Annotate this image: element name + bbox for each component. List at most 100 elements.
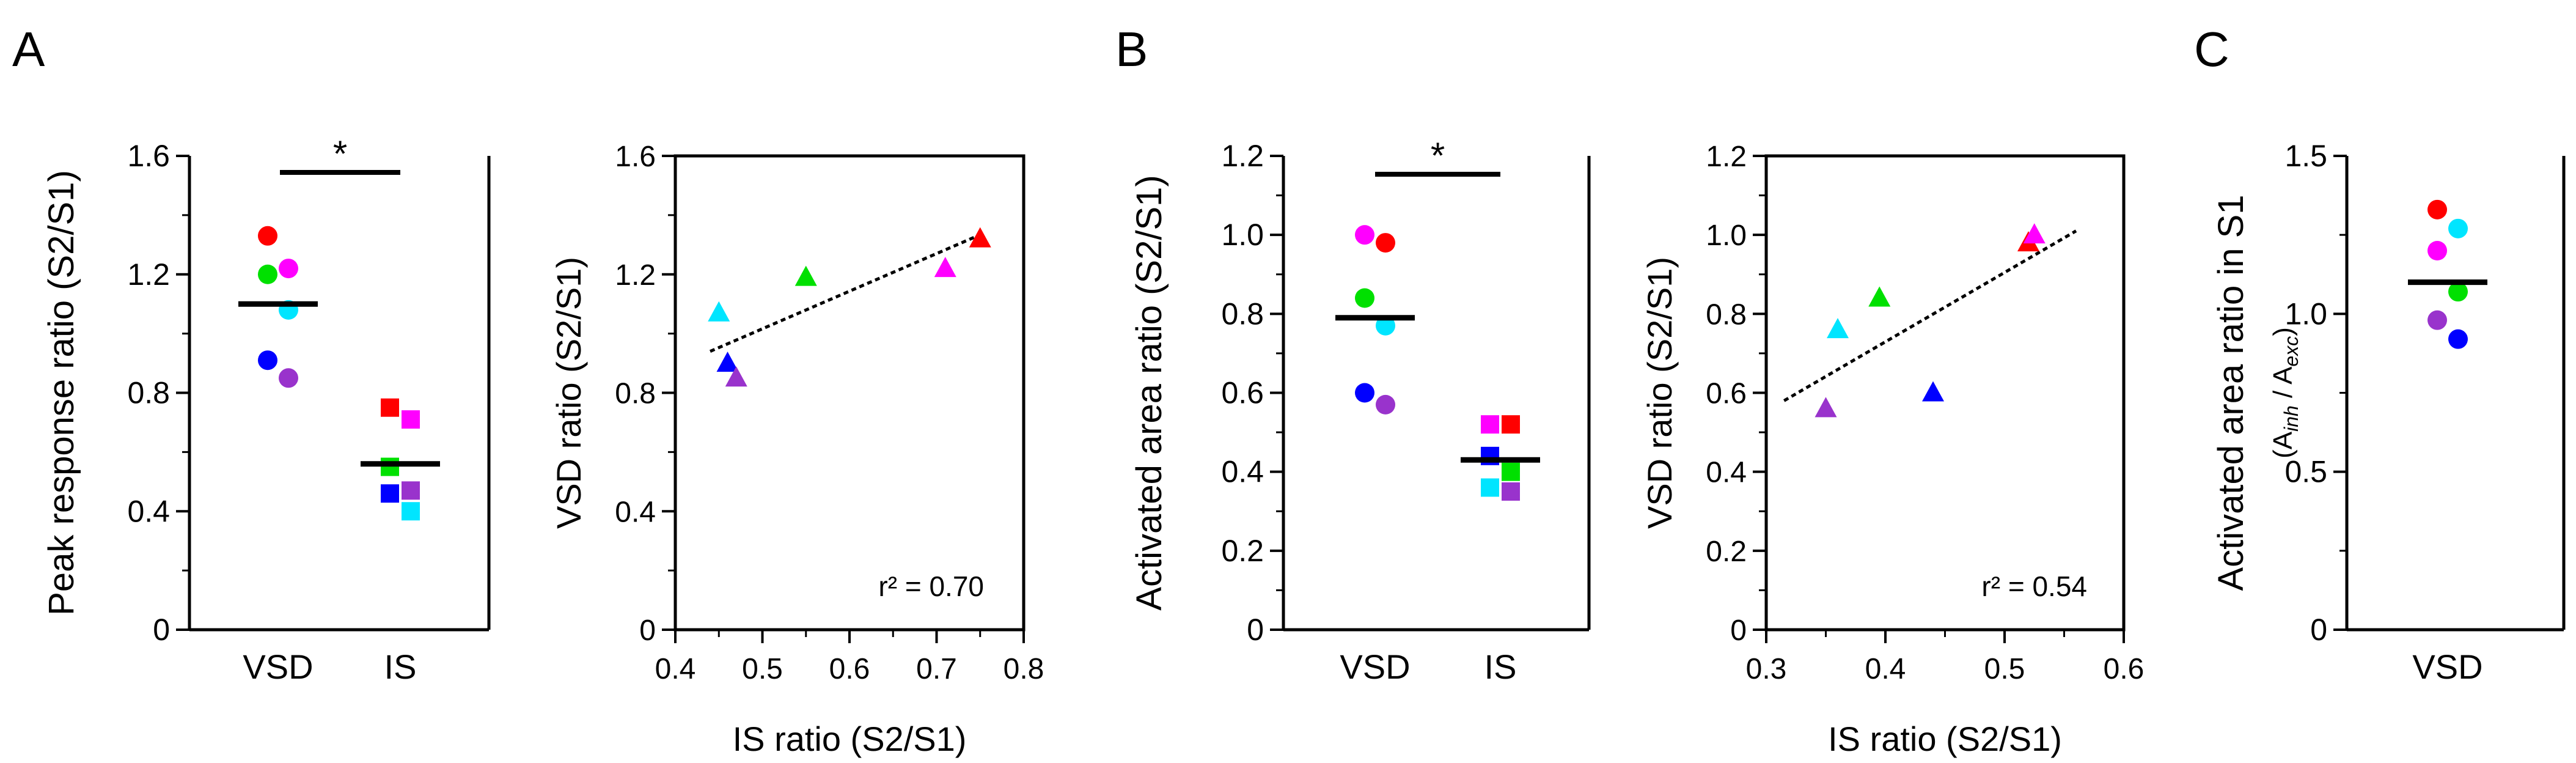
data-point-green — [2448, 282, 2468, 302]
data-point-cyan — [402, 502, 420, 521]
data-point-cyan — [1827, 318, 1849, 339]
data-point-green — [381, 457, 399, 476]
y-tick-label: 0.8 — [1221, 297, 1264, 331]
x-tick-label: 0.6 — [2104, 653, 2145, 685]
y-tick-label: 1.0 — [1706, 219, 1747, 252]
data-point-cyan — [1376, 315, 1395, 336]
significance-star: * — [1431, 135, 1445, 176]
y-tick-label: 1.2 — [127, 257, 170, 292]
significance-star: * — [333, 133, 347, 174]
y-tick-label: 0.4 — [127, 494, 170, 528]
y-tick-label: 0.4 — [615, 496, 656, 528]
fit-line — [1783, 229, 2077, 402]
data-point-blue — [2448, 329, 2468, 349]
x-axis-label: IS ratio (S2/S1) — [733, 720, 967, 758]
y-tick-label: 0 — [153, 613, 170, 647]
data-point-blue — [716, 352, 739, 372]
data-point-magenta — [2023, 223, 2046, 244]
data-point-green — [1868, 286, 1891, 307]
data-point-red — [969, 227, 991, 248]
x-tick-label: 0.6 — [829, 653, 870, 685]
y-axis-label: Activated area ratio in S1 — [2211, 194, 2251, 591]
chart-c-activated-area-s1: 0 0.5 1.0 1.5 VSD Activated area ratio in S1 (… — [2211, 139, 2566, 686]
data-point-green — [794, 265, 817, 286]
y-tick-label: 0.2 — [1221, 534, 1264, 568]
data-point-magenta — [934, 257, 956, 278]
x-tick-label: 0.4 — [1865, 653, 1906, 685]
data-point-cyan — [1481, 478, 1499, 497]
panel-label-b: B — [1115, 22, 1148, 76]
y-tick-label: 1.0 — [1221, 218, 1264, 252]
r-squared-annotation: r² = 0.54 — [1981, 570, 2087, 602]
y-tick-label: 1.6 — [127, 139, 170, 173]
y-tick-label: 1.5 — [2284, 139, 2327, 173]
y-tick-label: 1.2 — [1221, 139, 1264, 173]
y-tick-label: 0.8 — [615, 378, 656, 410]
r-squared-annotation: r² = 0.70 — [878, 570, 984, 602]
data-point-red — [1376, 233, 1395, 253]
y-axis-label: VSD ratio (S2/S1) — [549, 257, 588, 529]
x-tick-label: 0.5 — [742, 653, 783, 685]
y-tick-label: 0.2 — [1706, 536, 1747, 568]
data-point-purple — [1502, 482, 1520, 501]
plot-frame — [673, 154, 1026, 632]
y-axis-label: VSD ratio (S2/S1) — [1640, 257, 1679, 529]
y-tick-label: 0 — [639, 614, 656, 647]
data-point-green — [1355, 288, 1374, 308]
y-tick-label: 0.5 — [2284, 455, 2327, 489]
y-axis-label: Peak response ratio (S2/S1) — [42, 170, 81, 616]
panel-label-a: A — [12, 22, 45, 76]
x-category-label: IS — [384, 647, 417, 686]
y-tick-label: 0.4 — [1221, 455, 1264, 489]
data-point-purple — [725, 366, 747, 387]
chart-a-peak-response: 0 0.4 0.8 1.2 1.6 VSD IS Peak response ratio (S… — [42, 133, 491, 686]
data-point-blue — [381, 484, 399, 503]
chart-b-correlation: 0 0.2 0.4 0.6 0.8 1.0 1.2 0.3 0.4 0.5 0.6 IS ratio … — [1640, 141, 2144, 758]
x-tick-label: 0.7 — [916, 653, 957, 685]
chart-a-correlation: 0 0.4 0.8 1.2 1.6 0.4 0.5 0.6 0.7 0.8 IS ratio (S2… — [549, 141, 1044, 758]
x-tick-label: 0.3 — [1746, 653, 1787, 685]
data-point-green — [258, 264, 277, 284]
fit-line — [710, 231, 985, 353]
y-tick-label: 0 — [1730, 614, 1747, 647]
y-tick-label: 0 — [2310, 613, 2327, 647]
data-point-magenta — [279, 259, 298, 279]
x-category-label: VSD — [2412, 647, 2482, 686]
x-tick-label: 0.8 — [1004, 653, 1044, 685]
data-point-purple — [2427, 310, 2447, 330]
x-category-label: IS — [1484, 647, 1517, 686]
y-tick-label: 0.8 — [127, 376, 170, 410]
data-point-blue — [258, 350, 277, 370]
data-point-purple — [1376, 394, 1395, 415]
data-point-blue — [1355, 383, 1374, 403]
y-tick-label: 1.0 — [2284, 297, 2327, 331]
data-point-purple — [279, 368, 298, 388]
y-axis-label: Activated area ratio (S2/S1) — [1129, 175, 1169, 610]
data-point-magenta — [2427, 241, 2447, 260]
y-axis-sublabel: (Ainh / Aexc) — [2268, 327, 2302, 459]
y-tick-label: 0.6 — [1706, 378, 1747, 410]
data-point-magenta — [402, 410, 420, 429]
x-tick-label: 0.4 — [655, 653, 696, 685]
data-point-purple — [1815, 397, 1837, 418]
y-tick-label: 0.6 — [1221, 376, 1264, 410]
data-point-purple — [402, 481, 420, 500]
plot-frame — [1764, 154, 2126, 632]
data-point-blue — [1922, 381, 1944, 402]
data-point-red — [2427, 199, 2447, 219]
panel-label-c: C — [2194, 22, 2229, 76]
y-tick-label: 0.4 — [1706, 457, 1747, 489]
data-point-red — [381, 398, 399, 417]
x-category-label: VSD — [243, 647, 313, 686]
data-point-cyan — [708, 301, 730, 322]
data-point-magenta — [1481, 415, 1499, 434]
data-point-red — [1502, 415, 1520, 434]
x-category-label: VSD — [1340, 647, 1410, 686]
data-point-green — [1502, 462, 1520, 481]
x-tick-label: 0.5 — [1984, 653, 2025, 685]
y-tick-label: 0 — [1247, 613, 1264, 647]
y-tick-label: 0.8 — [1706, 298, 1747, 331]
data-point-magenta — [1355, 225, 1374, 245]
chart-b-activated-area: 0 0.2 0.4 0.6 0.8 1.0 1.2 VSD IS Activated area r… — [1129, 135, 1591, 686]
